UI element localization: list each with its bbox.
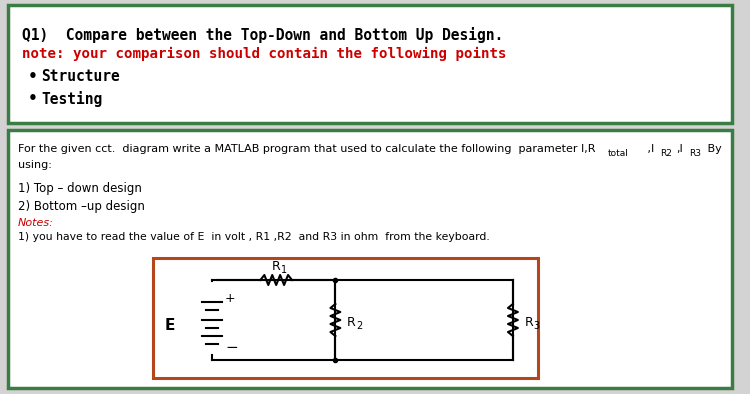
- Text: R2: R2: [660, 149, 672, 158]
- Text: E: E: [165, 318, 175, 333]
- Text: R: R: [347, 316, 356, 329]
- Text: ,I: ,I: [676, 144, 683, 154]
- FancyBboxPatch shape: [153, 258, 538, 378]
- Text: Notes:: Notes:: [18, 218, 54, 228]
- Text: 3: 3: [534, 321, 540, 331]
- Text: R: R: [525, 316, 533, 329]
- Text: R: R: [272, 260, 280, 273]
- Text: For the given cct.  diagram write a MATLAB program that used to calculate the fo: For the given cct. diagram write a MATLA…: [18, 144, 596, 154]
- Text: •: •: [28, 69, 38, 84]
- Text: 2: 2: [356, 321, 362, 331]
- Text: Structure: Structure: [41, 69, 120, 84]
- Text: ,I: ,I: [644, 144, 654, 154]
- Text: using:: using:: [18, 160, 52, 170]
- Text: Testing: Testing: [41, 91, 103, 107]
- FancyBboxPatch shape: [8, 130, 732, 388]
- Text: •: •: [28, 91, 38, 106]
- Text: note: your comparison should contain the following points: note: your comparison should contain the…: [22, 47, 506, 61]
- Text: R3: R3: [689, 149, 701, 158]
- Text: −: −: [225, 340, 238, 355]
- Text: 1: 1: [281, 265, 287, 275]
- Text: 1) Top – down design: 1) Top – down design: [18, 182, 142, 195]
- Text: Q1)  Compare between the Top-Down and Bottom Up Design.: Q1) Compare between the Top-Down and Bot…: [22, 27, 503, 43]
- Text: total: total: [608, 149, 628, 158]
- FancyBboxPatch shape: [8, 5, 732, 123]
- Text: 2) Bottom –up design: 2) Bottom –up design: [18, 200, 145, 213]
- Text: 1) you have to read the value of E  in volt , R1 ,R2  and R3 in ohm  from the ke: 1) you have to read the value of E in vo…: [18, 232, 490, 242]
- Text: By: By: [704, 144, 722, 154]
- Text: +: +: [225, 292, 236, 305]
